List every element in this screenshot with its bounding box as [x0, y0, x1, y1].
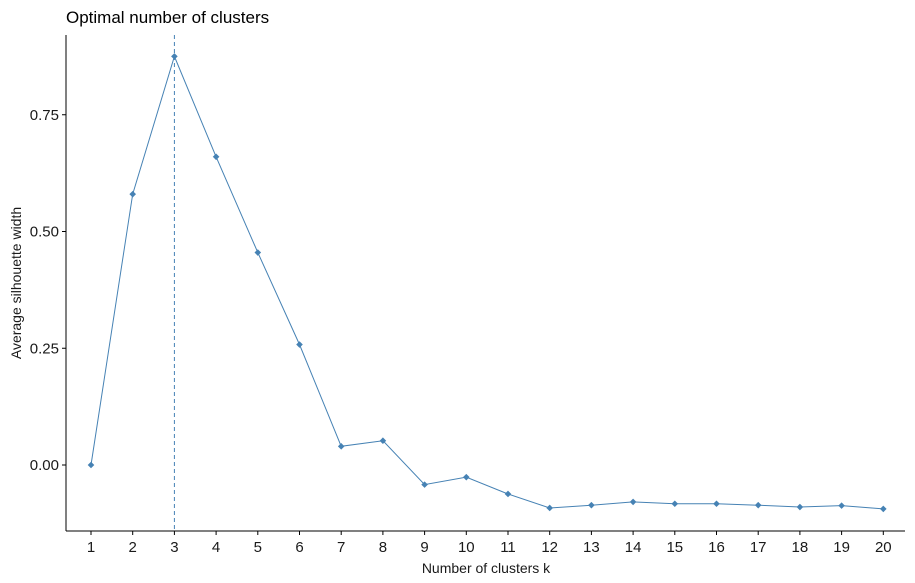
y-tick-label: 0.50 — [30, 224, 59, 241]
data-point — [337, 443, 345, 450]
plot-area: 0.000.250.500.751 2 3 4 5 6 7 8 9 10 11 12 13 14 15 16 1… — [30, 35, 905, 556]
y-axis-title: Average silhouette width — [8, 207, 24, 359]
x-tick-label: 10 — [458, 539, 475, 556]
data-point — [796, 503, 804, 511]
x-tick-label: 18 — [792, 539, 809, 556]
data-point — [671, 500, 679, 508]
x-tick-label: 14 — [625, 539, 642, 556]
y-tick-label: 0.25 — [30, 340, 59, 357]
x-tick-label: 4 — [212, 539, 220, 556]
x-tick-label: 7 — [337, 539, 345, 556]
x-tick-label: 16 — [708, 539, 725, 556]
data-point — [754, 501, 762, 509]
x-tick-label: 20 — [875, 539, 892, 556]
x-tick-label: 11 — [500, 539, 516, 556]
data-point — [212, 153, 220, 161]
x-tick-label: 15 — [666, 539, 683, 556]
x-tick-label: 12 — [541, 539, 558, 556]
x-tick-label: 13 — [583, 539, 600, 556]
data-point — [171, 53, 178, 60]
y-tick-label: 0.75 — [30, 107, 59, 124]
data-point — [379, 437, 387, 445]
chart-title: Optimal number of clusters — [66, 8, 269, 27]
x-axis-title: Number of clusters k — [422, 560, 551, 576]
x-tick-label: 3 — [170, 539, 178, 556]
x-tick-label: 8 — [379, 539, 387, 556]
data-point — [629, 498, 637, 506]
data-point — [254, 249, 262, 256]
data-point — [588, 501, 595, 509]
x-tick-label: 1 — [87, 539, 95, 556]
series-line — [90, 54, 884, 510]
data-point — [129, 190, 136, 198]
x-tick-label: 19 — [833, 539, 850, 556]
y-tick-label: 0.00 — [30, 457, 59, 474]
data-point — [463, 473, 470, 481]
x-tick-label: 9 — [420, 539, 428, 556]
data-point — [713, 500, 720, 508]
data-point — [421, 481, 428, 488]
data-point — [838, 502, 845, 509]
x-tick-label: 17 — [750, 539, 767, 556]
data-point — [880, 505, 887, 513]
data-point — [87, 461, 95, 469]
x-tick-label: 2 — [129, 539, 137, 556]
data-point — [504, 490, 512, 498]
x-tick-label: 6 — [295, 539, 303, 556]
data-point — [546, 504, 553, 512]
data-point — [296, 341, 303, 348]
x-tick-label: 5 — [254, 539, 262, 556]
